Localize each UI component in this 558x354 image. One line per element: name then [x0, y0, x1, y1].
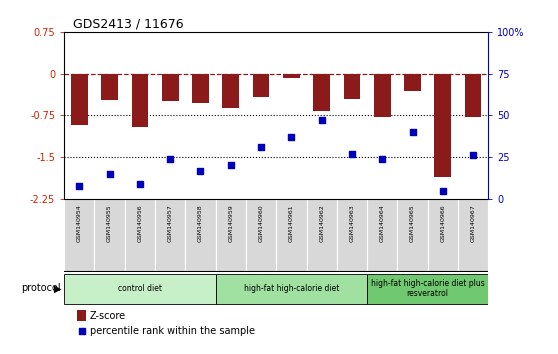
Bar [306, 199, 337, 272]
Bar [101, 74, 118, 100]
Text: GSM140963: GSM140963 [349, 205, 354, 242]
Text: percentile rank within the sample: percentile rank within the sample [90, 326, 254, 336]
Text: protocol: protocol [21, 283, 61, 293]
Text: GDS2413 / 11676: GDS2413 / 11676 [73, 18, 183, 31]
Point [378, 156, 387, 162]
Bar [283, 74, 300, 78]
Point [75, 183, 84, 188]
Bar [77, 310, 86, 321]
Point [166, 156, 175, 162]
Bar [276, 199, 306, 272]
Bar [162, 74, 179, 102]
Bar [64, 274, 215, 304]
Bar [404, 74, 421, 91]
Bar [458, 199, 488, 272]
Bar [64, 199, 94, 272]
Point [317, 118, 326, 123]
Text: control diet: control diet [118, 284, 162, 293]
Point [196, 168, 205, 173]
Point [257, 144, 266, 150]
Bar [215, 274, 367, 304]
Bar [367, 274, 488, 304]
Bar [155, 199, 185, 272]
Bar [313, 74, 330, 112]
Bar [337, 199, 367, 272]
Bar [246, 199, 276, 272]
Text: GSM140960: GSM140960 [258, 205, 263, 242]
Point [348, 151, 357, 156]
Point [77, 329, 86, 334]
Text: GSM140958: GSM140958 [198, 205, 203, 242]
Text: GSM140954: GSM140954 [77, 205, 82, 242]
Text: Z-score: Z-score [90, 310, 126, 321]
Point [439, 188, 448, 193]
Point [287, 134, 296, 140]
Text: GSM140956: GSM140956 [137, 205, 142, 242]
Text: GSM140962: GSM140962 [319, 205, 324, 242]
Bar [223, 74, 239, 108]
Bar [397, 199, 427, 272]
Text: GSM140959: GSM140959 [228, 205, 233, 242]
Bar [435, 74, 451, 177]
Text: GSM140961: GSM140961 [289, 205, 294, 242]
Bar [367, 199, 397, 272]
Point [469, 153, 478, 158]
Point [408, 129, 417, 135]
Bar [125, 199, 155, 272]
Point [227, 162, 235, 168]
Point [136, 181, 145, 187]
Bar [215, 199, 246, 272]
Bar [71, 74, 88, 125]
Point [105, 171, 114, 177]
Bar [465, 74, 482, 117]
Text: GSM140957: GSM140957 [168, 205, 172, 242]
Bar [132, 74, 148, 127]
Text: GSM140964: GSM140964 [380, 205, 384, 242]
Text: GSM140966: GSM140966 [440, 205, 445, 242]
Text: high-fat high-calorie diet plus
resveratrol: high-fat high-calorie diet plus resverat… [371, 279, 484, 298]
Bar [192, 74, 209, 103]
Bar [253, 74, 270, 97]
Bar [94, 199, 125, 272]
Bar [185, 199, 215, 272]
Text: high-fat high-calorie diet: high-fat high-calorie diet [244, 284, 339, 293]
Text: GSM140967: GSM140967 [470, 205, 475, 242]
Text: ▶: ▶ [55, 283, 62, 293]
Bar [427, 199, 458, 272]
Text: GSM140965: GSM140965 [410, 205, 415, 242]
Bar [344, 74, 360, 99]
Text: GSM140955: GSM140955 [107, 205, 112, 242]
Bar [374, 74, 391, 117]
